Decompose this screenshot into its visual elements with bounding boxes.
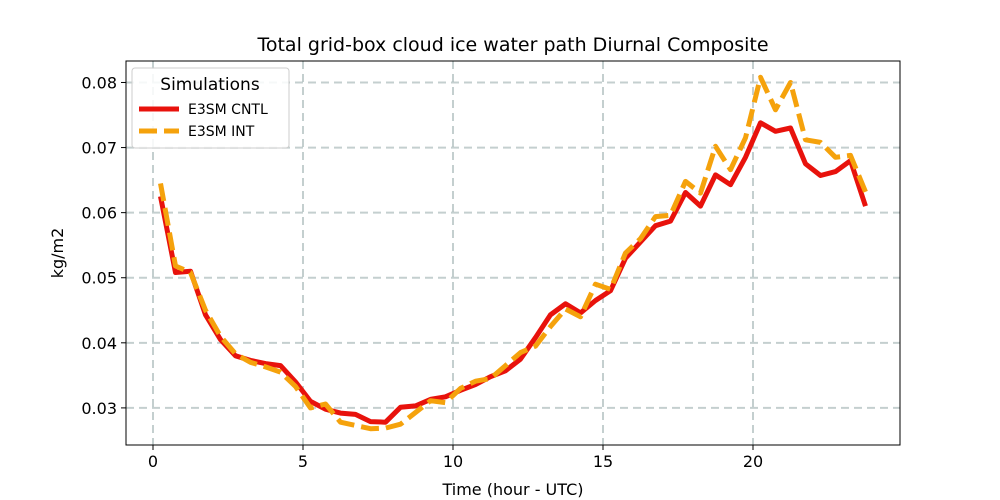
x-tick-label: 5: [298, 452, 308, 471]
axis-ticks: 0 5 10 15 20 0.03 0.04 0.05 0.06 0.07 0.08: [81, 73, 763, 471]
legend-title: Simulations: [160, 75, 260, 95]
y-tick-label: 0.05: [81, 269, 117, 288]
y-tick-label: 0.03: [81, 399, 117, 418]
y-axis-title: kg/m2: [48, 228, 67, 279]
legend-label-e3sm-int: E3SM INT: [188, 124, 255, 140]
x-tick-label: 15: [593, 452, 613, 471]
x-tick-label: 20: [743, 452, 763, 471]
plot-frame: [125, 60, 901, 446]
legend: Simulations E3SM CNTL E3SM INT: [131, 67, 290, 149]
legend-box: [131, 67, 290, 149]
y-tick-label: 0.08: [81, 73, 117, 92]
grid: [126, 61, 900, 445]
x-tick-label: 0: [148, 452, 158, 471]
x-axis-title: Time (hour - UTC): [441, 480, 583, 499]
legend-label-e3sm-cntl: E3SM CNTL: [188, 102, 268, 118]
plot-lines: [158, 74, 868, 432]
series-line-e3sm-int: [158, 74, 868, 432]
x-tick-label: 10: [443, 452, 463, 471]
y-tick-label: 0.04: [81, 334, 117, 353]
series-line-e3sm-cntl: [158, 120, 868, 425]
chart-title: Total grid-box cloud ice water path Diur…: [256, 34, 768, 56]
y-tick-label: 0.06: [81, 204, 117, 223]
y-tick-label: 0.07: [81, 139, 117, 158]
